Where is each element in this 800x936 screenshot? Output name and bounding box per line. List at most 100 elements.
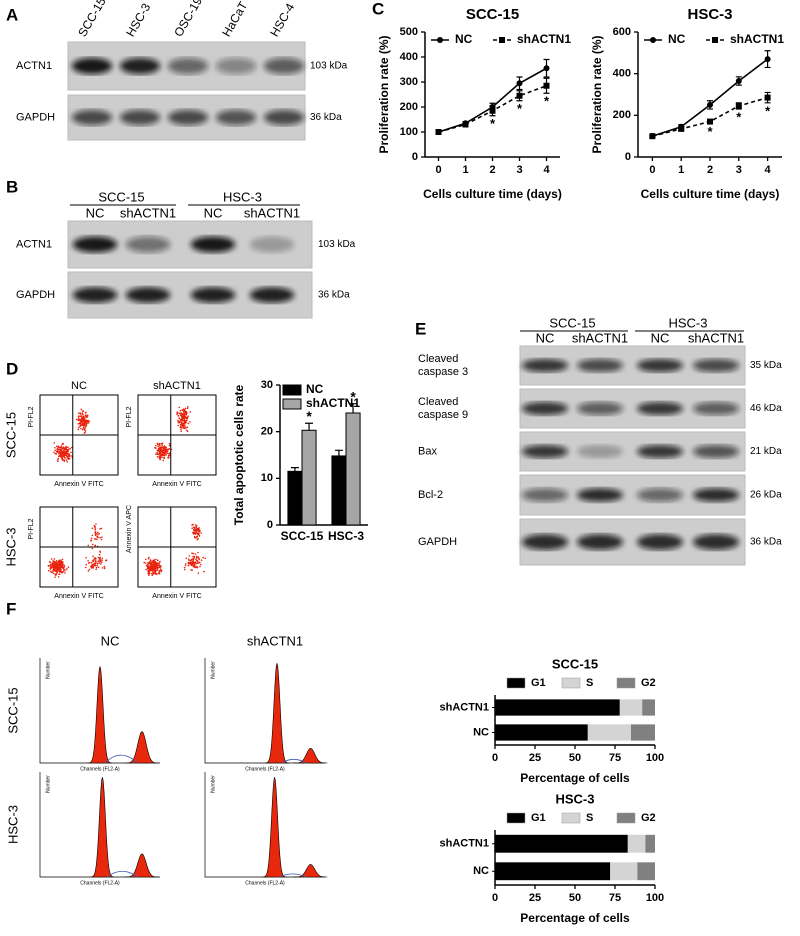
cycle-x-label: Channels (FL2-A) bbox=[245, 880, 285, 886]
x-tick-label: 75 bbox=[609, 752, 621, 764]
flow-event bbox=[191, 561, 193, 564]
flow-event bbox=[154, 569, 156, 572]
cycle-axis bbox=[204, 772, 325, 878]
flow-event bbox=[80, 408, 83, 411]
flow-event bbox=[99, 536, 101, 539]
y-axis-label: Proliferation rate (%) bbox=[590, 35, 604, 153]
flow-event bbox=[85, 424, 88, 426]
flow-event bbox=[53, 563, 56, 565]
marker bbox=[435, 129, 442, 135]
y-tick-label: 500 bbox=[400, 26, 418, 38]
flow-event bbox=[69, 447, 71, 450]
flow-event bbox=[149, 565, 151, 568]
flow-event bbox=[157, 447, 160, 450]
blot-band bbox=[215, 57, 257, 75]
flow-event bbox=[57, 452, 60, 455]
significance-mark: * bbox=[544, 94, 550, 109]
flow-event bbox=[84, 421, 87, 424]
flow-event bbox=[82, 418, 85, 421]
bar-segment bbox=[631, 724, 655, 741]
marker bbox=[462, 121, 469, 128]
flow-event bbox=[191, 524, 193, 526]
flow-event bbox=[103, 566, 106, 568]
bar-segment bbox=[495, 834, 628, 853]
flow-event bbox=[198, 557, 200, 560]
flow-event bbox=[198, 532, 200, 534]
flow-event bbox=[57, 566, 60, 569]
flow-event bbox=[97, 566, 100, 569]
blot-row-label: Cleaved caspase 3 bbox=[418, 353, 468, 378]
cycle-column-label: NC bbox=[101, 633, 120, 648]
marker bbox=[543, 82, 550, 89]
marker bbox=[764, 56, 771, 63]
flow-event bbox=[160, 446, 162, 449]
flow-event bbox=[80, 420, 83, 422]
flow-event bbox=[192, 531, 194, 534]
flow-event bbox=[50, 564, 52, 566]
flow-event bbox=[196, 566, 199, 569]
flow-event bbox=[91, 534, 94, 537]
flow-event bbox=[165, 448, 167, 451]
cycle-axis bbox=[204, 658, 325, 764]
y-tick-label: 200 bbox=[613, 109, 631, 121]
flow-event bbox=[85, 415, 88, 417]
blot-row-label: GAPDH bbox=[16, 289, 55, 301]
flow-event bbox=[97, 533, 99, 536]
marker bbox=[707, 101, 713, 108]
flow-event bbox=[61, 564, 64, 567]
flow-event bbox=[194, 524, 197, 526]
flow-event bbox=[88, 562, 90, 564]
marker bbox=[650, 37, 656, 43]
panel-letter: D bbox=[6, 359, 18, 378]
flow-event bbox=[187, 422, 190, 425]
flow-event bbox=[99, 550, 101, 553]
flow-event bbox=[49, 565, 52, 567]
y-tick-label: 20 bbox=[261, 426, 273, 438]
flow-event bbox=[191, 527, 193, 530]
flow-event bbox=[81, 413, 84, 416]
flow-event bbox=[160, 569, 163, 571]
flow-event bbox=[184, 411, 187, 414]
flow-event bbox=[92, 555, 94, 558]
flow-event bbox=[98, 553, 101, 556]
flow-event bbox=[57, 460, 59, 463]
marker bbox=[764, 94, 771, 101]
y-tick-label: 0 bbox=[412, 151, 418, 163]
flow-event bbox=[80, 421, 83, 424]
flow-event bbox=[97, 536, 99, 539]
g1-peak bbox=[87, 666, 113, 764]
flow-event bbox=[71, 455, 73, 457]
flow-event bbox=[177, 415, 180, 417]
flow-event bbox=[83, 427, 86, 430]
flow-event bbox=[61, 455, 64, 457]
x-tick-label: 1 bbox=[462, 164, 468, 176]
flow-event bbox=[96, 564, 98, 567]
flow-event bbox=[145, 568, 147, 571]
flow-event bbox=[58, 562, 61, 564]
flow-event bbox=[58, 560, 61, 562]
x-axis-label: Percentage of cells bbox=[520, 911, 630, 925]
blot-row-label-line: caspase 3 bbox=[418, 366, 468, 378]
flow-event bbox=[196, 529, 199, 532]
flow-event bbox=[82, 426, 85, 429]
flow-event bbox=[54, 446, 56, 449]
flow-event bbox=[84, 412, 87, 414]
flow-event bbox=[98, 532, 100, 535]
flow-event bbox=[154, 453, 157, 455]
blot-row-label: ACTN1 bbox=[16, 238, 52, 250]
flow-event bbox=[50, 558, 53, 560]
flow-event bbox=[158, 444, 161, 447]
flow-event bbox=[149, 561, 152, 564]
flow-event bbox=[52, 564, 55, 567]
flow-event bbox=[66, 453, 68, 455]
blot-lane-label: shACTN1 bbox=[120, 205, 176, 220]
legend-label: NC bbox=[668, 32, 686, 46]
s-phase bbox=[104, 754, 138, 764]
flow-event bbox=[87, 559, 89, 562]
flow-event bbox=[186, 426, 189, 428]
g2-peak bbox=[124, 853, 159, 878]
flow-event bbox=[61, 452, 63, 455]
blot-size-label: 103 kDa bbox=[310, 61, 348, 72]
x-tick-label: 1 bbox=[678, 164, 684, 176]
blot-band bbox=[636, 488, 684, 502]
